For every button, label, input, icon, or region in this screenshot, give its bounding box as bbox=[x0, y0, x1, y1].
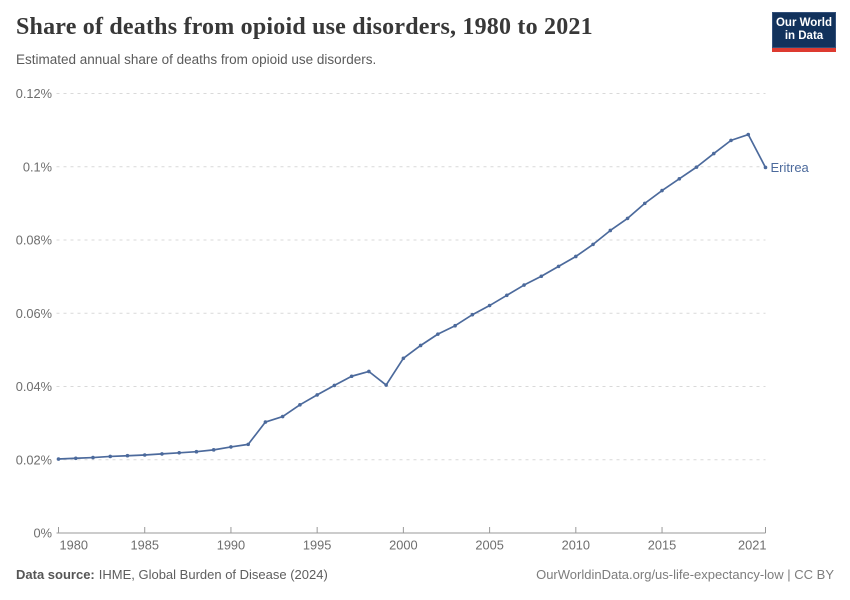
data-point[interactable] bbox=[142, 453, 147, 457]
data-point[interactable] bbox=[556, 264, 561, 269]
data-point[interactable] bbox=[73, 456, 78, 461]
data-point[interactable] bbox=[263, 420, 268, 424]
data-point[interactable] bbox=[332, 383, 337, 388]
data-point[interactable] bbox=[418, 343, 423, 348]
trend-line bbox=[57, 133, 767, 460]
data-point[interactable] bbox=[591, 242, 595, 247]
y-axis-tick-label: 0% bbox=[34, 526, 53, 541]
x-axis-tick-label: 1990 bbox=[217, 538, 245, 553]
data-point[interactable] bbox=[711, 151, 716, 156]
data-point[interactable] bbox=[211, 448, 216, 452]
data-point[interactable] bbox=[315, 393, 319, 397]
owid-logo-stripe bbox=[772, 48, 836, 52]
data-point[interactable] bbox=[91, 455, 95, 460]
x-axis-tick-label: 1995 bbox=[303, 538, 331, 553]
data-point[interactable] bbox=[746, 132, 751, 137]
data-point[interactable] bbox=[384, 383, 388, 387]
x-axis-tick-label: 2021 bbox=[738, 538, 766, 553]
data-point[interactable] bbox=[453, 323, 457, 328]
data-point[interactable] bbox=[108, 454, 113, 459]
data-source-label: Data source: bbox=[16, 567, 95, 582]
data-point[interactable] bbox=[694, 165, 699, 169]
owid-logo-line2: in Data bbox=[784, 30, 824, 42]
data-point[interactable] bbox=[280, 414, 285, 419]
data-point[interactable] bbox=[539, 274, 544, 279]
page-title: Share of deaths from opioid use disorder… bbox=[16, 14, 593, 40]
data-point[interactable] bbox=[160, 452, 164, 456]
x-axis-tick-label: 1985 bbox=[130, 538, 158, 553]
data-point[interactable] bbox=[436, 332, 440, 336]
x-axis-tick-label: 1980 bbox=[60, 538, 88, 553]
data-source-line: Data source: IHME, Global Burden of Disea… bbox=[16, 567, 328, 582]
data-point[interactable] bbox=[505, 293, 509, 298]
data-point[interactable] bbox=[298, 403, 302, 407]
data-point[interactable] bbox=[246, 442, 250, 447]
x-axis-tick-label: 2005 bbox=[475, 538, 503, 553]
y-axis-tick-label: 0.08% bbox=[16, 233, 52, 248]
data-point[interactable] bbox=[56, 457, 61, 461]
data-point[interactable] bbox=[125, 453, 130, 458]
data-point[interactable] bbox=[642, 201, 647, 206]
data-point[interactable] bbox=[194, 449, 199, 454]
y-axis-tick-label: 0.04% bbox=[16, 379, 52, 394]
data-point[interactable] bbox=[177, 450, 182, 455]
x-axis-tick-label: 2010 bbox=[562, 538, 590, 553]
data-point[interactable] bbox=[229, 445, 233, 449]
data-point[interactable] bbox=[470, 312, 475, 317]
data-point[interactable] bbox=[367, 369, 371, 374]
data-point[interactable] bbox=[522, 283, 526, 287]
x-axis-tick-label: 2015 bbox=[648, 538, 676, 553]
credit-link[interactable]: OurWorldinData.org/us-life-expectancy-lo… bbox=[536, 567, 834, 582]
x-axis-tick-label: 2000 bbox=[389, 538, 417, 553]
data-point[interactable] bbox=[677, 177, 682, 181]
y-axis-tick-label: 0.06% bbox=[16, 306, 52, 321]
owid-logo-line1: Our World bbox=[775, 17, 832, 29]
y-axis-tick-label: 0.12% bbox=[16, 86, 52, 101]
data-point[interactable] bbox=[660, 188, 664, 193]
data-point[interactable] bbox=[763, 165, 768, 170]
series-end-label[interactable]: Eritrea bbox=[771, 160, 810, 175]
data-point[interactable] bbox=[349, 374, 354, 379]
data-source-value: IHME, Global Burden of Disease (2024) bbox=[98, 567, 328, 582]
chart-subtitle: Estimated annual share of deaths from op… bbox=[16, 52, 377, 67]
chart-canvas: 0% 0.02% 0.04% 0.06% 0.08% 0.1% 0.12% 1980 1985 1… bbox=[16, 86, 810, 553]
data-point[interactable] bbox=[487, 303, 492, 308]
owid-logo-box: Our World in Data bbox=[772, 12, 836, 48]
y-axis-tick-label: 0.02% bbox=[16, 452, 52, 467]
data-point[interactable] bbox=[625, 216, 630, 221]
data-point[interactable] bbox=[729, 138, 733, 143]
data-point[interactable] bbox=[574, 254, 578, 259]
y-axis-tick-label: 0.1% bbox=[23, 159, 52, 174]
data-point[interactable] bbox=[608, 228, 613, 233]
owid-logo: Our World in Data bbox=[772, 12, 836, 52]
data-point[interactable] bbox=[401, 356, 406, 361]
